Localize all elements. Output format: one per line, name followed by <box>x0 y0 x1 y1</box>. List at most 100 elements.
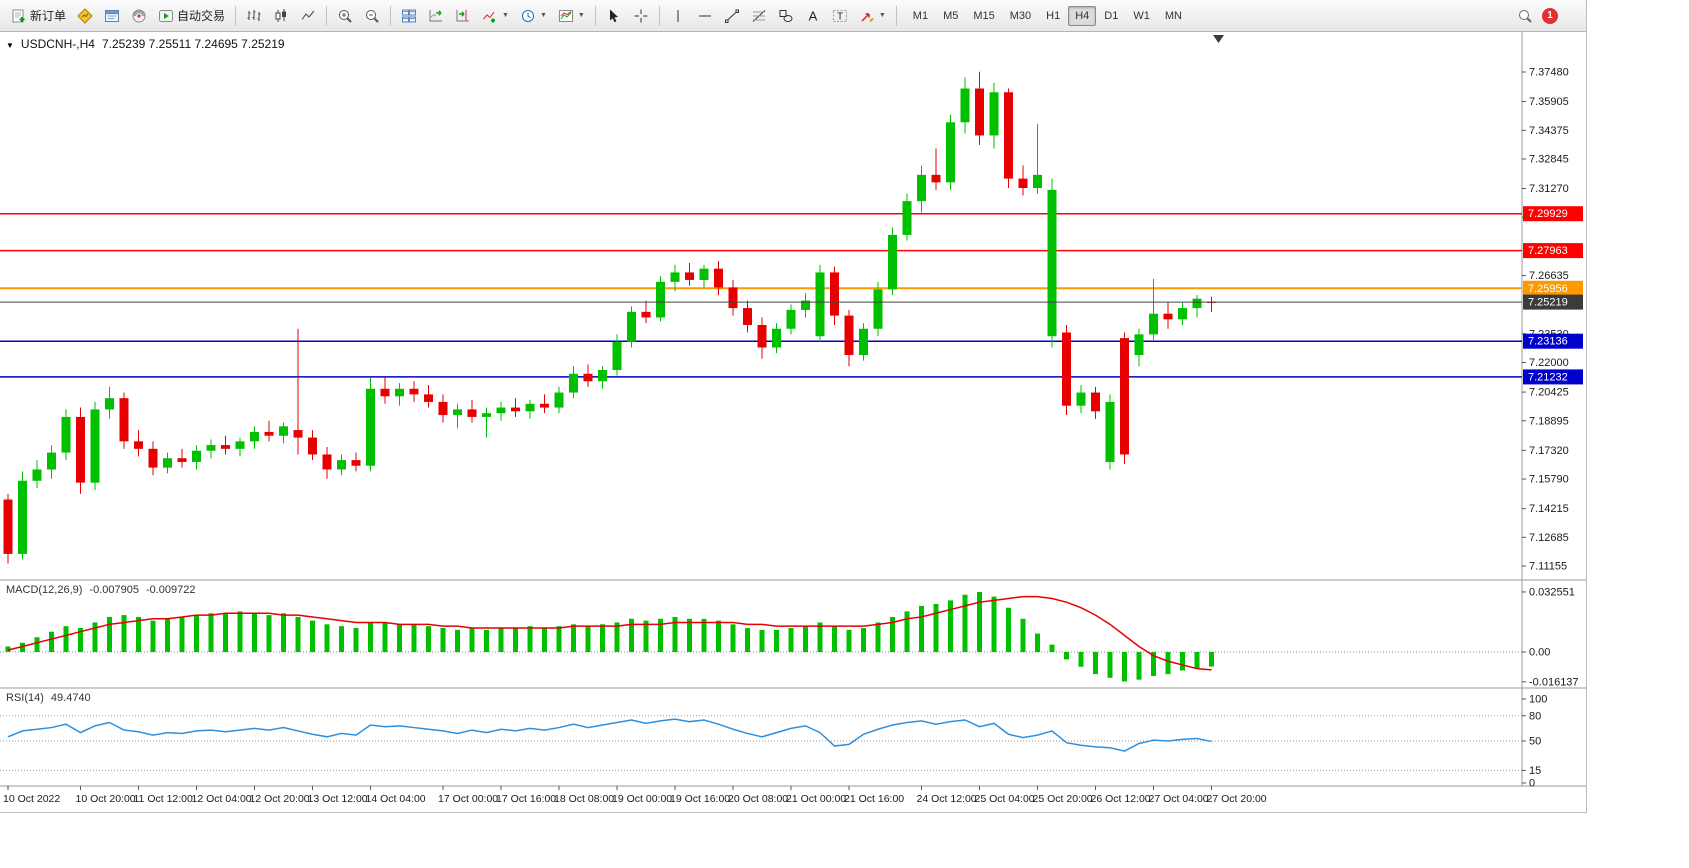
one-click-trading-toggle[interactable]: ▼ <box>6 41 14 50</box>
text-button[interactable]: A <box>800 3 826 29</box>
time-tick-label: 20 Oct 08:00 <box>728 793 788 805</box>
candle-body <box>192 450 201 462</box>
candle-body <box>119 398 129 442</box>
candle-body <box>946 122 955 183</box>
price-badge: 7.23136 <box>1523 333 1583 349</box>
candle-body <box>308 437 317 455</box>
time-tick-label: 12 Oct 04:00 <box>192 793 252 805</box>
cursor-button[interactable] <box>601 3 627 29</box>
chart-shift-button[interactable] <box>450 3 476 29</box>
candle-body <box>496 407 506 414</box>
chart-canvas[interactable]: 7.374807.359057.343757.328457.312707.297… <box>0 32 1586 812</box>
new-order-button[interactable]: 新订单 <box>6 3 71 29</box>
periods-button[interactable]: ▼ <box>515 3 552 29</box>
line-chart-button[interactable] <box>295 3 321 29</box>
time-tick-label: 17 Oct 00:00 <box>438 793 498 805</box>
svg-text:A: A <box>809 8 818 23</box>
timeframe-button-m5[interactable]: M5 <box>943 9 959 22</box>
tile-windows-button[interactable] <box>396 3 422 29</box>
zoom-in-button[interactable] <box>332 3 358 29</box>
metaeditor-button[interactable] <box>99 3 125 29</box>
timeframe-button-m15[interactable]: M15 <box>973 9 995 22</box>
candle-body <box>32 469 42 481</box>
chevron-down-icon: ▼ <box>878 12 886 19</box>
crosshair-icon <box>634 9 648 22</box>
rsi-value: 49.4740 <box>50 692 91 704</box>
candle-body <box>1163 313 1173 320</box>
candle-body <box>221 445 230 449</box>
fibonacci-button[interactable] <box>746 3 772 29</box>
candle-body <box>525 403 535 412</box>
macd-signal-value: -0.009722 <box>145 584 196 596</box>
candle-body <box>598 370 607 382</box>
candle-body <box>163 458 172 468</box>
search-icon[interactable] <box>1517 8 1533 24</box>
candle-body <box>1149 313 1158 335</box>
community-button[interactable] <box>126 3 152 29</box>
community-icon <box>132 9 146 22</box>
notification-badge[interactable]: 1 <box>1542 7 1558 24</box>
candle-body <box>250 431 259 442</box>
candle-body <box>134 441 143 449</box>
candle-body <box>438 401 448 416</box>
timeframe-button-h4[interactable]: H4 <box>1068 5 1097 26</box>
svg-text:7.27963: 7.27963 <box>1528 245 1568 257</box>
candle-body <box>3 499 13 554</box>
price-tick-label: 7.31270 <box>1529 183 1569 195</box>
bar-chart-button[interactable] <box>241 3 267 29</box>
candle-body <box>279 426 288 436</box>
toolbar-separator <box>895 5 897 26</box>
time-tick-label: 10 Oct 20:00 <box>76 793 136 805</box>
rsi-axis-label: 50 <box>1529 736 1541 748</box>
timeframe-button-mn[interactable]: MN <box>1164 9 1182 22</box>
zoom-in-icon <box>339 9 352 23</box>
timeframe-button-w1[interactable]: W1 <box>1133 9 1150 22</box>
candle-body <box>815 272 825 337</box>
indicators-button[interactable]: ▼ <box>477 3 514 29</box>
candlestick-icon <box>275 8 287 22</box>
candlestick-chart-button[interactable] <box>268 3 294 29</box>
market-watch-button[interactable] <box>72 3 98 29</box>
candle-body <box>714 268 723 288</box>
candle-body <box>888 234 897 290</box>
templates-button[interactable]: ▼ <box>553 3 590 29</box>
candle-body <box>206 445 216 451</box>
autotrading-button[interactable]: 自动交易 <box>153 3 230 29</box>
candle-body <box>1076 392 1086 406</box>
macd-signal-line <box>7 595 1212 671</box>
time-tick-label: 27 Oct 20:00 <box>1207 793 1267 805</box>
fibonacci-icon <box>752 9 766 22</box>
text-label-button[interactable]: T <box>827 3 853 29</box>
zoom-out-button[interactable] <box>359 3 385 29</box>
time-tick-label: 19 Oct 16:00 <box>670 793 730 805</box>
timeframe-button-m30[interactable]: M30 <box>1009 9 1032 22</box>
indicators-icon <box>483 11 496 22</box>
shapes-button[interactable] <box>773 3 799 29</box>
timeframe-button-d1[interactable]: D1 <box>1104 9 1119 22</box>
candle-body <box>873 289 883 329</box>
vertical-line-button[interactable] <box>665 3 691 29</box>
price-tick-label: 7.20425 <box>1529 387 1569 399</box>
timeframe-button-m1[interactable]: M1 <box>912 9 929 22</box>
toolbar-separator <box>594 5 596 26</box>
auto-scroll-button[interactable] <box>423 3 449 29</box>
candle-body <box>699 268 709 280</box>
candle-body <box>18 480 27 554</box>
crosshair-button[interactable] <box>628 3 654 29</box>
trendline-button[interactable] <box>719 3 745 29</box>
text-icon: A <box>809 8 818 23</box>
price-tick-label: 7.18895 <box>1529 415 1569 427</box>
timeframe-button-h1[interactable]: H1 <box>1046 9 1061 22</box>
candle-body <box>482 413 491 417</box>
chart-shift-marker[interactable] <box>1213 35 1224 43</box>
horizontal-line-button[interactable] <box>692 3 718 29</box>
arrows-button[interactable]: ▼ <box>854 3 891 29</box>
chart-symbol-period: USDCNH-,H4 <box>20 37 95 51</box>
candle-body <box>511 407 520 412</box>
macd-histogram <box>5 592 1214 682</box>
mt4-window: 新订单 自动交易 <box>0 0 1587 813</box>
time-tick-label: 26 Oct 12:00 <box>1091 793 1151 805</box>
price-badge: 7.25219 <box>1523 294 1583 310</box>
macd-axis-label: 0.00 <box>1529 647 1550 659</box>
rsi-axis-label: 80 <box>1529 710 1541 722</box>
